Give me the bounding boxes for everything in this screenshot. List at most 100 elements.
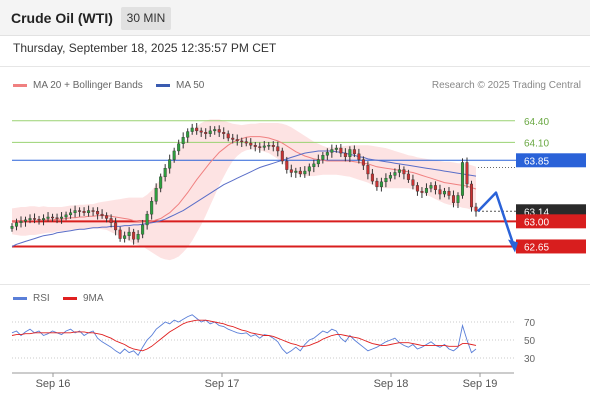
support-2-tag <box>516 239 586 254</box>
time-tick-label: Sep 16 <box>36 378 71 390</box>
legend-ma50-label: MA 50 <box>176 80 205 91</box>
resistance-1-label: 64.10 <box>524 138 549 149</box>
candle-body <box>217 129 221 133</box>
legend-9ma-label: 9MA <box>83 293 104 304</box>
candle-body <box>186 131 190 138</box>
candle-body <box>253 145 257 147</box>
candle-body <box>460 162 464 196</box>
candle-body <box>258 146 262 148</box>
candle-body <box>190 127 194 132</box>
candle-body <box>334 147 338 150</box>
candle-body <box>177 143 181 152</box>
candle-body <box>411 179 415 186</box>
legend-ma50: MA 50 <box>156 80 204 91</box>
candle-body <box>433 185 437 190</box>
forecast-arrow <box>477 191 516 247</box>
candle-body <box>96 211 100 215</box>
candle-body <box>415 185 419 192</box>
candle-body <box>330 149 334 153</box>
pivot-label: 63.85 <box>524 156 549 167</box>
header-bar: Crude Oil (WTI) 30 MIN <box>0 0 590 36</box>
candle-body <box>298 170 302 175</box>
candle-body <box>244 141 248 144</box>
candle-body <box>465 162 469 185</box>
candle-body <box>118 229 122 239</box>
candle-body <box>420 190 424 193</box>
candle-body <box>348 149 352 157</box>
ma50-swatch <box>156 84 170 87</box>
candle-body <box>474 206 478 212</box>
candle-body <box>294 170 298 173</box>
candle-body <box>231 137 235 140</box>
candle-body <box>100 213 104 216</box>
candle-body <box>33 218 37 220</box>
candle-body <box>262 145 266 148</box>
legend-rsi-label: RSI <box>33 293 50 304</box>
rsi-swatch <box>13 297 27 300</box>
candle-body <box>361 159 365 166</box>
candle-body <box>352 149 356 155</box>
candle-body <box>280 150 284 162</box>
support-2-label: 62.65 <box>524 242 549 253</box>
candle-body <box>78 210 82 212</box>
candle-body <box>64 214 68 218</box>
candle-body <box>168 159 172 169</box>
candle-body <box>276 146 280 152</box>
candle-body <box>82 211 86 213</box>
candle-body <box>204 132 208 134</box>
candle-body <box>321 155 325 160</box>
time-tick-label: Sep 19 <box>463 378 498 390</box>
candle-body <box>127 231 131 236</box>
timeframe-button[interactable]: 30 MIN <box>121 7 171 30</box>
candle-body <box>325 152 329 156</box>
legend-9ma: 9MA <box>63 293 104 304</box>
bollinger-band <box>12 119 476 261</box>
candle-body <box>42 218 46 221</box>
candle-body <box>51 216 55 219</box>
legend-rsi: RSI <box>13 293 50 304</box>
instrument-title: Crude Oil (WTI) <box>11 10 113 26</box>
candle-body <box>406 173 410 180</box>
candle-body <box>267 145 271 147</box>
candle-body <box>114 222 118 231</box>
candle-body <box>19 221 23 223</box>
candle-body <box>447 190 451 196</box>
candle-body <box>303 170 307 175</box>
candle-body <box>285 160 289 170</box>
candle-body <box>289 169 293 173</box>
ma50-line <box>11 150 477 247</box>
candle-body <box>109 218 113 223</box>
time-tick-label: Sep 17 <box>205 378 240 390</box>
candle-body <box>240 140 244 143</box>
candle-body <box>91 210 95 212</box>
candle-body <box>37 218 41 221</box>
candle-body <box>424 188 428 193</box>
candle-body <box>46 216 50 219</box>
candle-body <box>28 218 32 221</box>
candle-body <box>159 176 163 189</box>
candle-body <box>132 231 136 240</box>
candle-body <box>24 219 28 222</box>
legend-ma20-label: MA 20 + Bollinger Bands <box>33 80 143 91</box>
timestamp: Thursday, September 18, 2025 12:35:57 PM… <box>13 41 277 55</box>
candle-body <box>235 139 239 142</box>
pivot-tag <box>516 153 586 168</box>
panel-divider <box>0 284 590 285</box>
legend-ma20: MA 20 + Bollinger Bands <box>13 80 143 91</box>
ma20-swatch <box>13 84 27 87</box>
candle-body <box>402 169 406 175</box>
candle-body <box>375 180 379 188</box>
current-price-label: 63.14 <box>524 207 549 218</box>
candle-body <box>271 145 275 147</box>
candle-body <box>357 153 361 160</box>
candle-body <box>429 185 433 189</box>
resistance-2-label: 64.40 <box>524 117 549 128</box>
candle-body <box>384 178 388 183</box>
candle-body <box>55 217 59 219</box>
rsi-line <box>11 314 477 357</box>
candle-body <box>469 183 473 208</box>
candle-body <box>163 167 167 178</box>
candle-body <box>15 222 19 227</box>
candle-body <box>69 212 73 216</box>
